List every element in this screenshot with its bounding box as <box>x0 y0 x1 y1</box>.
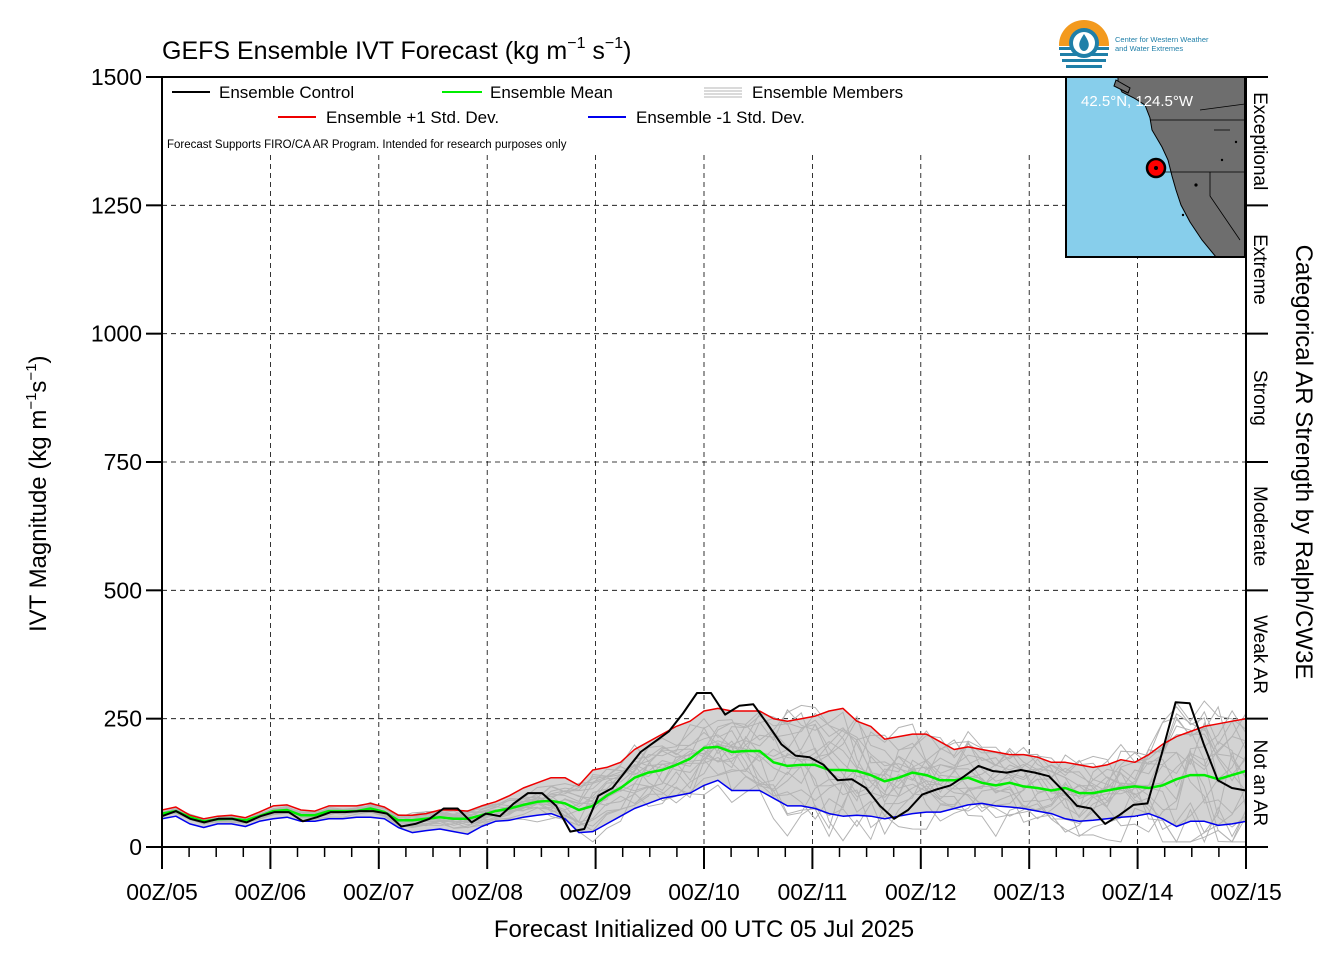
y-axis-title: IVT Magnitude (kg m−1s−1) <box>23 355 52 632</box>
logo-text-line1: Center for Western Weather <box>1115 35 1209 44</box>
y-tick-label: 0 <box>129 834 142 860</box>
map-lake <box>1194 183 1198 187</box>
y-axis-title-exp1: −1 <box>23 393 40 410</box>
chart-title-close: ) <box>623 37 631 65</box>
y-tick-label: 1500 <box>91 64 142 90</box>
x-tick-label: 00Z/08 <box>451 879 523 905</box>
x-tick-label: 00Z/13 <box>993 879 1065 905</box>
chart-title-exp1: −1 <box>567 35 585 52</box>
x-tick-label: 00Z/11 <box>777 879 847 905</box>
legend-plus1-label: Ensemble +1 Std. Dev. <box>326 108 499 127</box>
right-axis-title: Categorical AR Strength by Ralph/CW3E <box>1290 245 1317 680</box>
x-axis-title: Forecast Initialized 00 UTC 05 Jul 2025 <box>494 916 914 943</box>
y-axis-title-mid: s <box>25 381 52 393</box>
map-land <box>1117 77 1245 257</box>
ar-category-label: Weak AR <box>1249 615 1270 694</box>
legend: Ensemble Control Ensemble Mean Ensemble … <box>163 78 1058 154</box>
y-axis-title-main: IVT Magnitude (kg m <box>25 410 52 632</box>
ar-category-label: Strong <box>1249 370 1270 426</box>
chart-title-exp2: −1 <box>605 35 623 52</box>
cw3e-logo: Center for Western Weather and Water Ext… <box>1058 20 1209 72</box>
chart-title-mid: s <box>585 37 604 65</box>
legend-minus1-label: Ensemble -1 Std. Dev. <box>636 108 805 127</box>
std-band-area <box>162 708 1246 835</box>
ar-category-label: Not an AR <box>1249 739 1270 826</box>
std-band-layer <box>162 708 1246 835</box>
ar-category-label: Exceptional <box>1249 92 1270 190</box>
x-tick-label: 00Z/06 <box>235 879 307 905</box>
x-tick-label: 00Z/15 <box>1210 879 1282 905</box>
x-tick-label: 00Z/12 <box>885 879 957 905</box>
ar-category-label: Extreme <box>1249 234 1270 305</box>
x-tick-label: 00Z/05 <box>126 879 198 905</box>
chart-title: GEFS Ensemble IVT Forecast (kg m−1 s−1) <box>162 35 632 65</box>
ar-category-label: Moderate <box>1249 486 1270 566</box>
x-tick-label: 00Z/09 <box>560 879 632 905</box>
x-tick-label: 00Z/14 <box>1102 879 1174 905</box>
axes-layer: 0 250 500 750 1000 1250 1500 00Z/05 00Z/06 00Z/07… <box>91 64 1282 905</box>
map-borders <box>1150 103 1245 241</box>
map-location-label: 42.5°N, 124.5°W <box>1081 93 1194 110</box>
legend-control-label: Ensemble Control <box>219 83 354 102</box>
x-tick-label: 00Z/10 <box>668 879 740 905</box>
logo-drop-icon <box>1079 34 1089 51</box>
y-tick-label: 1000 <box>91 321 142 347</box>
x-tick-label: 00Z/07 <box>343 879 415 905</box>
series-layer <box>162 692 1246 835</box>
y-tick-label: 250 <box>104 706 142 732</box>
minus1-std-line <box>162 779 1246 835</box>
inset-map: 42.5°N, 124.5°W <box>1065 76 1246 258</box>
y-tick-label: 500 <box>104 577 142 603</box>
plus1-std-line <box>162 707 1246 820</box>
logo-text-line2: and Water Extremes <box>1115 44 1183 53</box>
y-axis-title-exp2: −1 <box>23 363 40 380</box>
map-island <box>1113 79 1131 94</box>
ensemble-control-line <box>162 692 1246 833</box>
ensemble-member-line <box>162 740 1246 843</box>
y-axis-title-close: ) <box>25 355 52 363</box>
legend-members-label: Ensemble Members <box>752 83 903 102</box>
ensemble-member-line <box>162 730 1246 843</box>
chart-title-main: GEFS Ensemble IVT Forecast (kg m <box>162 37 567 65</box>
y-tick-label: 750 <box>104 449 142 475</box>
legend-mean-label: Ensemble Mean <box>490 83 613 102</box>
legend-members-swatch <box>704 87 742 98</box>
y-tick-label: 1250 <box>91 192 142 218</box>
research-note: Forecast Supports FIRO/CA AR Program. In… <box>167 139 567 151</box>
